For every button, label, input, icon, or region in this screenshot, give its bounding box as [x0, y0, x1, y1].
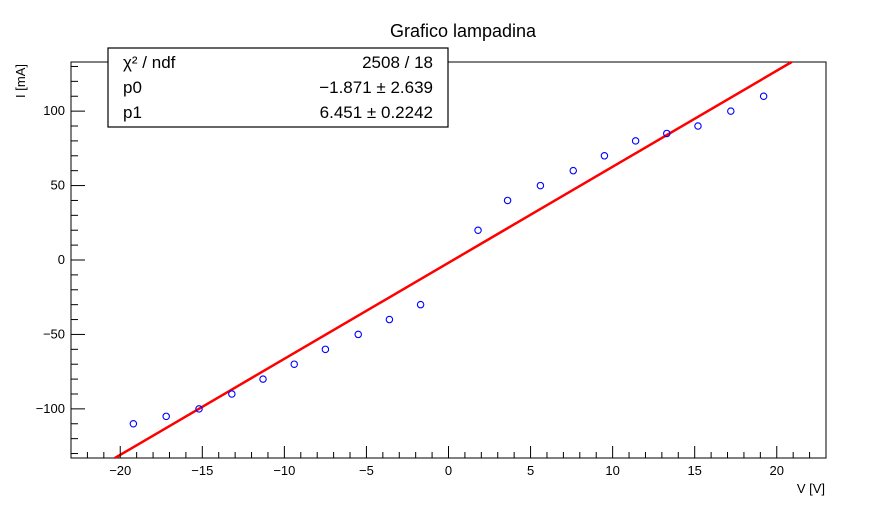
- data-point: [694, 122, 702, 130]
- data-point: [385, 315, 394, 324]
- y-tick-label: 50: [51, 178, 65, 193]
- x-axis-title: V [V]: [797, 481, 825, 496]
- stats-value: 6.451 ± 0.2242: [320, 103, 433, 122]
- x-tick-label: 10: [605, 463, 619, 478]
- stats-value: 2508 / 18: [362, 53, 433, 72]
- data-point: [228, 390, 236, 398]
- chart-title: Grafico lampadina: [390, 21, 537, 41]
- y-tick-label: −50: [43, 326, 65, 341]
- stats-label: p1: [123, 103, 142, 122]
- x-tick-label: −10: [273, 463, 295, 478]
- data-point: [162, 412, 170, 421]
- x-tick-label: 15: [687, 463, 701, 478]
- data-point: [474, 226, 482, 234]
- y-tick-label: −100: [36, 401, 65, 416]
- stats-box-frame: [107, 47, 449, 128]
- data-point: [759, 92, 768, 100]
- stats-box: χ² / ndf 2508 / 18 p0 −1.871 ± 2.639 p1 6.451…: [107, 47, 449, 128]
- fit-layer: [114, 60, 793, 460]
- data-point: [503, 196, 512, 205]
- data-point: [727, 107, 735, 115]
- data-point: [129, 420, 138, 428]
- data-point: [259, 375, 267, 383]
- x-tick-label: −20: [109, 463, 131, 478]
- data-point: [321, 345, 330, 354]
- y-axis: −100 −50 0 50 100: [36, 65, 85, 455]
- x-tick-label: 5: [527, 463, 534, 478]
- data-point: [663, 129, 671, 138]
- data-point: [536, 181, 545, 190]
- x-tick-label: 0: [445, 463, 452, 478]
- fit-line: [114, 60, 793, 460]
- data-point: [631, 137, 640, 145]
- y-tick-label: 0: [58, 252, 65, 267]
- y-tick-label: 100: [43, 103, 65, 118]
- x-axis: −20 −15 −10 −5 0 5 10 15 20: [70, 446, 827, 478]
- stats-value: −1.871 ± 2.639: [319, 78, 433, 97]
- data-points: [129, 92, 768, 428]
- stats-label: p0: [123, 78, 142, 97]
- x-tick-label: −15: [191, 463, 213, 478]
- x-tick-label: −5: [359, 463, 374, 478]
- data-point: [195, 405, 203, 413]
- x-tick-label: 20: [770, 463, 784, 478]
- data-point: [600, 152, 609, 160]
- y-axis-title: I [mA]: [13, 64, 28, 98]
- data-point: [290, 360, 298, 368]
- stats-label: χ² / ndf: [123, 53, 176, 72]
- data-point: [569, 166, 577, 175]
- data-point: [354, 330, 362, 339]
- data-point: [416, 300, 425, 309]
